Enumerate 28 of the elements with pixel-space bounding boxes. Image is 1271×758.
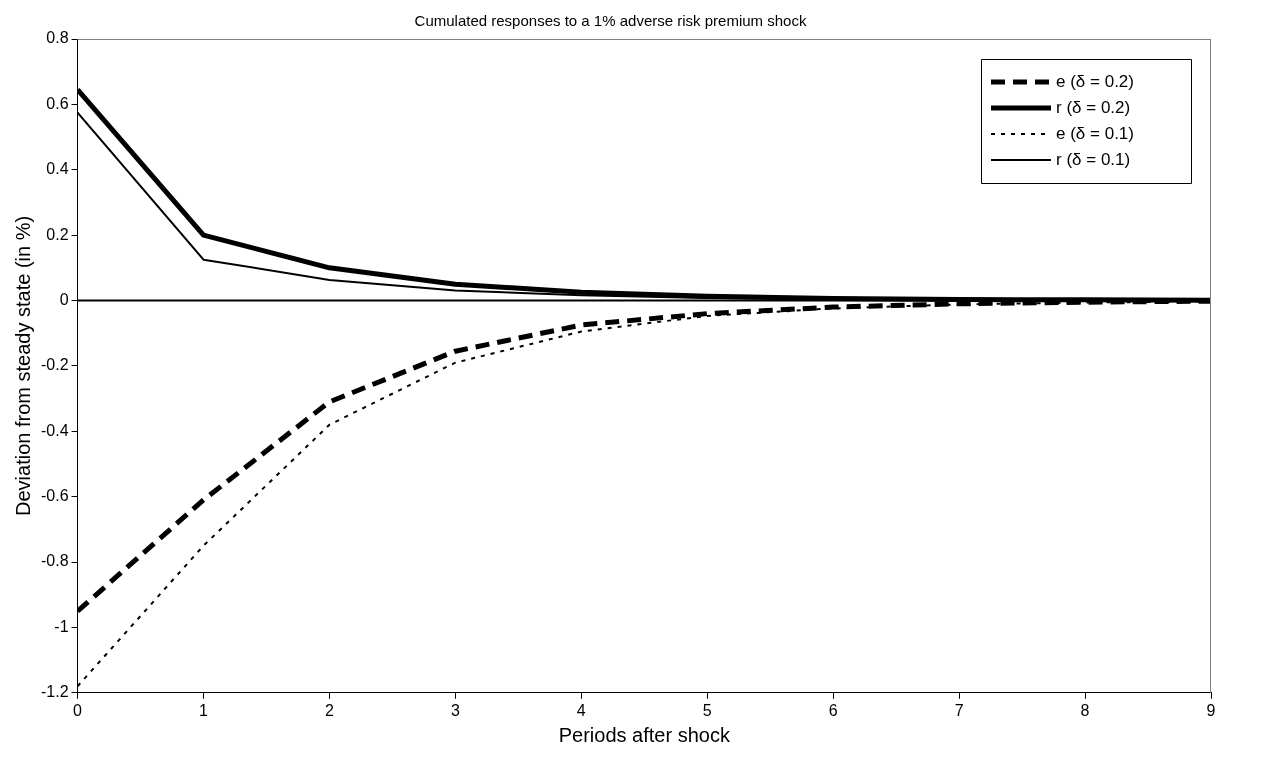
x-tick-label: 9: [1206, 701, 1216, 719]
legend-label: r (δ = 0.2): [1056, 97, 1131, 117]
x-tick-label: 5: [702, 701, 712, 719]
legend-label: e (δ = 0.1): [1056, 123, 1134, 143]
chart-title: Cumulated responses to a 1% adverse risk premium shock: [414, 12, 807, 30]
y-tick-label: 0: [59, 290, 69, 308]
y-tick-label: -0.8: [40, 552, 69, 570]
x-tick-label: 8: [1080, 701, 1090, 719]
x-tick-label: 1: [199, 701, 209, 719]
y-tick-label: -0.2: [40, 356, 69, 374]
x-tick-label: 3: [450, 701, 460, 719]
y-tick-label: -0.6: [40, 487, 69, 505]
x-tick-label: 7: [954, 701, 964, 719]
x-axis-title: Periods after shock: [558, 723, 731, 746]
y-tick-label: 0.6: [46, 94, 69, 112]
y-axis-title: Deviation from steady state (in %): [11, 215, 34, 516]
y-tick-label: 0.2: [46, 225, 69, 243]
y-tick-label: -0.4: [40, 421, 69, 439]
y-tick-label: -1: [54, 617, 69, 635]
y-tick-label: 0.4: [46, 160, 69, 178]
y-tick-label: 0.8: [46, 29, 69, 47]
x-tick-label: 0: [73, 701, 83, 719]
y-tick-label: -1.2: [40, 683, 69, 701]
legend-label: r (δ = 0.1): [1056, 149, 1131, 169]
x-tick-label: 6: [828, 701, 838, 719]
legend-label: e (δ = 0.2): [1056, 71, 1134, 91]
x-tick-label: 4: [576, 701, 586, 719]
x-tick-label: 2: [324, 701, 334, 719]
